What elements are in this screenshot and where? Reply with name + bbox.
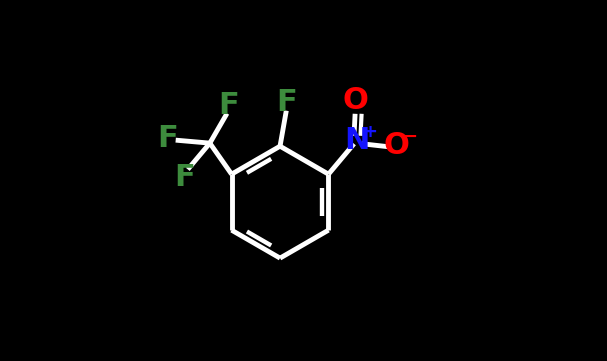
Text: O: O — [342, 86, 368, 115]
Text: F: F — [157, 124, 178, 153]
Text: F: F — [175, 163, 195, 192]
Text: F: F — [219, 91, 239, 120]
Text: N: N — [344, 126, 370, 155]
Text: O: O — [384, 131, 410, 160]
Text: F: F — [276, 88, 297, 117]
Text: −: − — [402, 127, 417, 145]
Text: +: + — [362, 123, 377, 141]
